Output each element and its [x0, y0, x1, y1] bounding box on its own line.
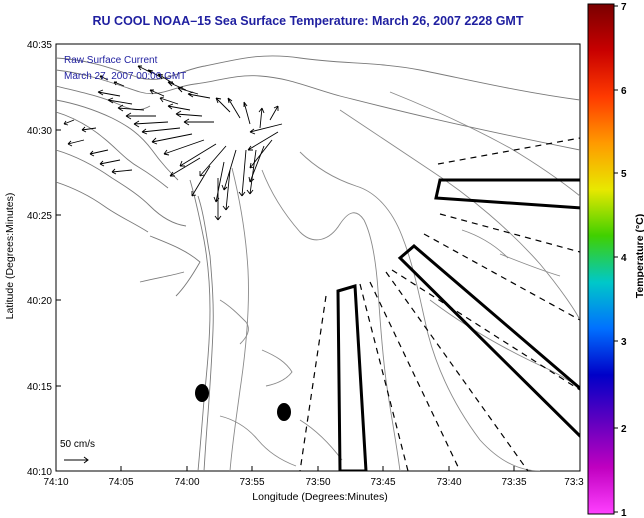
bathymetry-contours: [219, 91, 580, 471]
scale-vector-arrow: [64, 456, 89, 464]
x-tick-marks: [55, 466, 581, 471]
y-tick-label: 40:30: [27, 126, 52, 137]
colorbar-tick-label: 2: [621, 424, 627, 435]
colorbar-tick-label: 1: [621, 508, 627, 518]
colorbar-tick-label: 3: [621, 337, 627, 348]
x-tick-label: 74:00: [174, 477, 199, 488]
y-tick-label: 40:25: [27, 211, 52, 222]
colorbar-tick-label: 6: [621, 86, 627, 97]
y-tick-label: 40:15: [27, 382, 52, 393]
y-tick-label: 40:20: [27, 296, 52, 307]
radar-beams: [336, 178, 580, 471]
scale-vector-label: 50 cm/s: [60, 439, 95, 450]
x-tick-label: 73:40: [436, 477, 461, 488]
station-marker: [195, 384, 209, 402]
map-title: RU COOL NOAA–15 Sea Surface Temperature:…: [92, 14, 524, 28]
colorbar-label: Temperature (°C): [634, 213, 644, 299]
colorbar-tick-marks: [614, 5, 618, 513]
legend-line-1: Raw Surface Current: [64, 55, 158, 66]
y-tick-label: 40:35: [27, 40, 52, 51]
x-tick-label: 74:10: [43, 477, 68, 488]
x-tick-label: 73:55: [239, 477, 264, 488]
x-axis-label: Longitude (Degrees:Minutes): [252, 491, 388, 503]
x-tick-label: 73:3: [564, 477, 584, 488]
station-marker: [277, 403, 291, 421]
x-tick-label: 73:45: [370, 477, 395, 488]
x-tick-label: 74:05: [108, 477, 133, 488]
y-tick-label: 40:10: [27, 467, 52, 478]
legend-line-2: March 27, 2007 00:00 GMT: [64, 71, 186, 82]
colorbar-tick-label: 7: [621, 2, 627, 13]
plot-frame: [55, 43, 581, 472]
surface-current-vectors: [63, 65, 283, 221]
x-tick-label: 73:35: [501, 477, 526, 488]
y-tick-marks: [56, 43, 61, 472]
x-tick-label: 73:50: [305, 477, 330, 488]
colorbar-tick-label: 5: [621, 169, 627, 180]
y-axis-label: Latitude (Degrees:Minutes): [4, 192, 16, 320]
colorbar-tick-label: 4: [621, 253, 627, 264]
coastline-contours: [56, 55, 580, 471]
colorbar: [587, 3, 615, 515]
radar-dashed-lines: [299, 137, 580, 471]
